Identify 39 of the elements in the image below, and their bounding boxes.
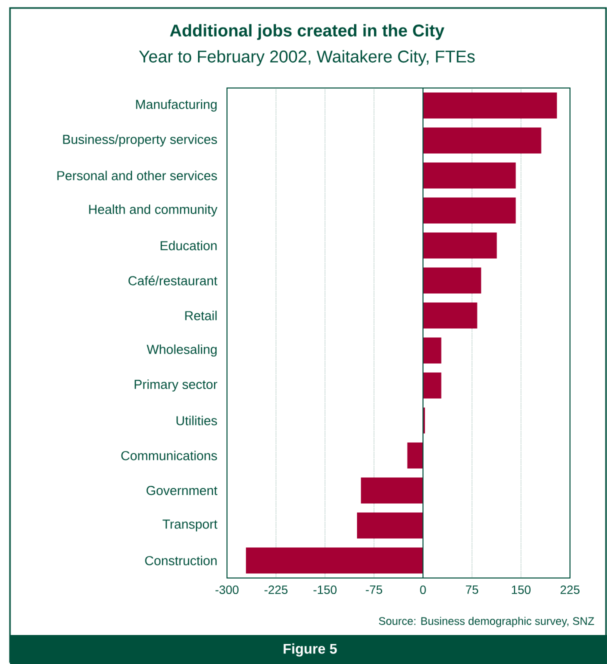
y-tick-label: Education xyxy=(160,240,217,250)
x-tick-label: 75 xyxy=(466,586,478,594)
y-tick-label: Retail xyxy=(185,310,217,320)
x-tick-label: -225 xyxy=(264,586,288,594)
y-tick-label: Transport xyxy=(162,520,218,532)
y-tick-label: Health and community xyxy=(89,204,218,217)
x-tick-label: -150 xyxy=(314,586,337,594)
chart-subtitle: Year to February 2002, Waitakere City, FTEs xyxy=(139,50,475,66)
y-tick-label: Wholesaling xyxy=(146,344,217,357)
bar xyxy=(407,442,423,468)
y-tick-label: Primary sector xyxy=(134,379,218,392)
bar xyxy=(422,372,442,398)
bar xyxy=(422,92,557,118)
y-tick-label: Government xyxy=(146,486,218,496)
source-note: Source: Business demographic survey, SNZ xyxy=(378,616,594,628)
bar xyxy=(422,302,478,328)
x-tick-label: -75 xyxy=(366,586,382,594)
bar xyxy=(422,162,516,188)
y-tick-label: Café/restaurant xyxy=(128,276,218,286)
y-tick-label: Communications xyxy=(121,450,217,460)
bar xyxy=(360,478,423,504)
bar xyxy=(357,512,423,538)
caption: Figure 5 xyxy=(284,643,337,657)
bar xyxy=(422,128,542,154)
x-tick-label: -300 xyxy=(216,586,239,594)
y-tick-label: Construction xyxy=(145,556,217,566)
y-tick-label: Manufacturing xyxy=(136,99,217,112)
bar xyxy=(422,198,516,224)
x-tick-label: 0 xyxy=(420,586,426,594)
y-tick-label: Business/property services xyxy=(63,134,217,147)
bar xyxy=(422,232,497,258)
bar xyxy=(422,338,442,364)
bar xyxy=(422,268,482,294)
x-tick-label: 150 xyxy=(512,586,531,594)
y-tick-label: Utilities xyxy=(176,416,217,426)
bar xyxy=(246,548,423,574)
chart-title: Additional jobs created in the City xyxy=(170,24,444,40)
x-tick-label: 225 xyxy=(560,586,580,594)
y-tick-label: Personal and other services xyxy=(57,170,217,180)
